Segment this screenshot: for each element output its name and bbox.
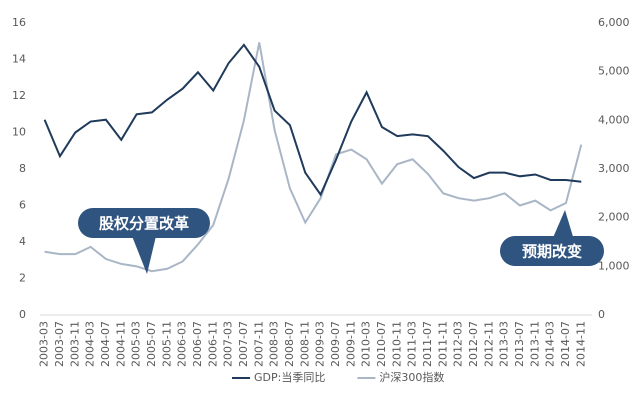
x-tick-label: 2011-07 — [421, 321, 434, 367]
x-tick-label: 2008-07 — [283, 321, 296, 367]
x-tick-label: 2005-03 — [130, 321, 143, 367]
callout-pointer — [132, 236, 156, 274]
callout: 预期改变 — [500, 210, 604, 266]
x-tick-label: 2010-07 — [375, 321, 388, 367]
x-tick-label: 2013-11 — [528, 321, 541, 367]
callout-label: 预期改变 — [522, 243, 582, 261]
x-tick-label: 2005-07 — [145, 321, 158, 367]
x-tick-label: 2005-11 — [160, 321, 173, 367]
y2-tick-label: 1,000 — [598, 259, 630, 272]
callout: 股权分置改革 — [78, 208, 210, 274]
y-tick-label: 6 — [19, 199, 26, 212]
callout-pointer — [552, 210, 574, 240]
y2-tick-label: 6,000 — [598, 16, 630, 29]
x-tick-label: 2007-11 — [252, 321, 265, 367]
x-tick-label: 2008-11 — [298, 321, 311, 367]
y-tick-label: 14 — [12, 53, 26, 66]
x-tick-label: 2011-03 — [406, 321, 419, 367]
callout-label: 股权分置改革 — [99, 215, 189, 233]
x-tick-label: 2010-03 — [360, 321, 373, 367]
y2-tick-label: 0 — [598, 308, 605, 321]
x-tick-label: 2003-11 — [68, 321, 81, 367]
y-tick-label: 2 — [19, 272, 26, 285]
x-tick-label: 2009-07 — [329, 321, 342, 367]
x-tick-label: 2007-07 — [237, 321, 250, 367]
y-tick-label: 16 — [12, 16, 26, 29]
x-tick-label: 2013-07 — [513, 321, 526, 367]
x-tick-label: 2011-11 — [436, 321, 449, 367]
x-tick-label: 2004-07 — [99, 321, 112, 367]
x-tick-label: 2014-03 — [544, 321, 557, 367]
x-tick-label: 2010-11 — [390, 321, 403, 367]
x-tick-label: 2003-03 — [38, 321, 51, 367]
y2-tick-label: 5,000 — [598, 65, 630, 78]
x-tick-label: 2014-07 — [559, 321, 572, 367]
x-tick-label: 2004-03 — [84, 321, 97, 367]
x-tick-label: 2006-03 — [176, 321, 189, 367]
x-tick-label: 2006-07 — [191, 321, 204, 367]
series-line — [44, 42, 583, 273]
x-tick-label: 2008-03 — [268, 321, 281, 367]
y-tick-label: 0 — [19, 308, 26, 321]
callout-box — [78, 208, 210, 238]
x-tick-label: 2004-11 — [114, 321, 127, 367]
y-tick-label: 8 — [19, 162, 26, 175]
x-tick-label: 2012-11 — [482, 321, 495, 367]
x-tick-label: 2009-03 — [314, 321, 327, 367]
legend-label: 沪深300指数 — [379, 370, 444, 384]
callout-box — [500, 236, 604, 266]
y-tick-label: 10 — [12, 126, 26, 139]
x-tick-label: 2013-03 — [498, 321, 511, 367]
y-tick-label: 4 — [19, 235, 26, 248]
series-line — [43, 43, 582, 197]
x-tick-label: 2006-11 — [206, 321, 219, 367]
x-tick-label: 2012-07 — [467, 321, 480, 367]
y-tick-label: 12 — [12, 89, 26, 102]
y2-tick-label: 2,000 — [598, 211, 630, 224]
y2-tick-label: 4,000 — [598, 113, 630, 126]
x-tick-label: 2007-03 — [222, 321, 235, 367]
legend-label: GDP:当季同比 — [254, 370, 325, 384]
x-tick-label: 2014-11 — [574, 321, 587, 367]
x-tick-label: 2009-11 — [344, 321, 357, 367]
x-tick-label: 2003-07 — [53, 321, 66, 367]
x-tick-label: 2012-03 — [452, 321, 465, 367]
y2-tick-label: 3,000 — [598, 162, 630, 175]
